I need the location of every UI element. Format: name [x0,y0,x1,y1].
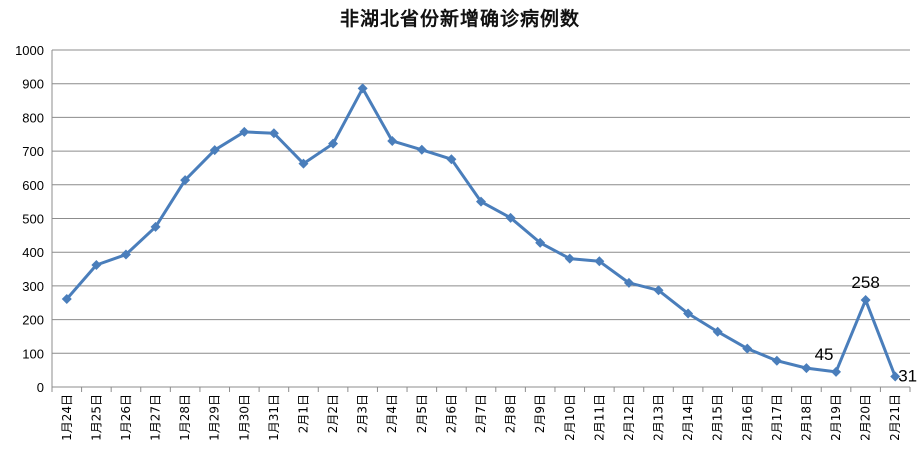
y-tick-label: 1000 [15,43,44,58]
data-point-marker [860,295,871,306]
x-tick-label: 2月17日 [770,394,784,441]
y-axis-tick-labels: 0 100 200 300 400 500 600 700 800 900 1000 [15,43,44,395]
x-tick-label: 1月29日 [208,394,222,441]
data-point-marker [564,253,575,264]
y-tick-label: 500 [22,212,44,227]
data-point-marker [505,212,516,223]
x-tick-label: 2月16日 [740,394,754,441]
data-point-marker [683,308,694,319]
data-point-marker [328,138,339,149]
data-point-marker [150,221,161,232]
y-tick-label: 800 [22,110,44,125]
data-point-marker [387,135,398,146]
data-point-marker [120,249,131,260]
x-tick-label: 2月18日 [799,394,813,441]
x-tick-label: 2月6日 [444,394,458,433]
data-point-marker [416,144,427,155]
y-tick-label: 200 [22,313,44,328]
data-point-marker [712,326,723,337]
x-tick-label: 2月20日 [859,394,873,441]
data-point-marker [209,145,220,156]
chart-title: 非湖北省份新增确诊病例数 [339,8,580,30]
data-point-marker [771,355,782,366]
data-label: 31 [898,367,917,386]
data-point-marker [831,366,842,377]
x-tick-label: 2月19日 [829,394,843,441]
data-point-marker [61,294,72,305]
data-point-marker [801,363,812,374]
x-tick-label: 2月10日 [563,394,577,441]
data-points [61,83,901,382]
data-point-marker [594,256,605,267]
data-label: 45 [815,345,834,364]
x-tick-label: 2月7日 [474,394,488,433]
y-tick-label: 0 [37,380,44,395]
x-tick-label: 2月13日 [652,394,666,441]
axes [51,50,911,392]
x-tick-label: 2月12日 [622,394,636,441]
y-tick-label: 700 [22,144,44,159]
data-point-marker [653,285,664,296]
x-tick-label: 1月30日 [237,394,251,441]
data-point-marker [623,277,634,288]
gridlines [52,49,910,354]
x-axis-tick-labels: 1月24日 1月25日 1月26日 1月27日 1月28日 1月29日 1月30日 1月31日… [60,394,902,441]
series-line [65,86,897,378]
y-tick-label: 600 [22,178,44,193]
x-tick-label: 2月21日 [888,394,902,441]
data-point-marker [180,175,191,186]
x-tick-label: 2月11日 [592,394,606,441]
data-point-marker [298,158,309,169]
data-point-marker [91,260,102,271]
y-tick-label: 900 [22,77,44,92]
data-point-marker [476,196,486,207]
data-point-marker [742,343,753,354]
y-tick-label: 300 [22,279,44,294]
y-tick-label: 100 [22,346,44,361]
x-tick-label: 2月14日 [681,394,695,441]
data-point-marker [357,83,368,94]
data-point-marker [535,237,546,248]
data-point-marker [446,154,457,165]
x-tick-label: 1月27日 [149,394,163,441]
x-tick-label: 2月5日 [415,394,429,433]
x-tick-label: 2月2日 [326,394,340,433]
x-tick-label: 1月25日 [89,394,103,441]
x-tick-label: 1月28日 [178,394,192,441]
data-point-marker [890,371,901,382]
x-tick-label: 2月4日 [385,394,399,433]
x-tick-label: 1月24日 [60,394,74,441]
x-tick-label: 2月1日 [296,394,310,433]
x-tick-label: 2月15日 [711,394,725,441]
data-point-marker [239,126,250,137]
data-label: 258 [851,273,879,292]
x-tick-label: 1月26日 [119,394,133,441]
series-line-path [65,86,897,378]
data-point-marker [268,128,279,139]
x-tick-label: 2月8日 [504,394,518,433]
data-labels: 45 258 31 [815,273,918,385]
y-tick-label: 400 [22,245,44,260]
x-tick-label: 2月3日 [356,394,370,433]
x-tick-label: 1月31日 [267,394,281,441]
x-tick-label: 2月9日 [533,394,547,433]
